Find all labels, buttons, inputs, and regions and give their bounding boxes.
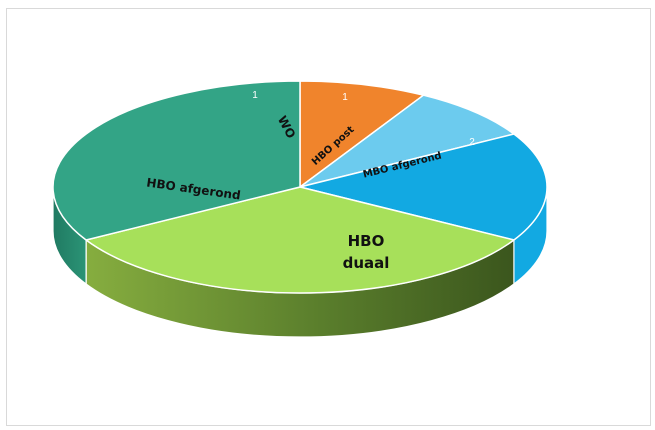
slice-value-hbo-afgerond: 4 bbox=[103, 317, 109, 328]
slice-value-hbo-post: 1 bbox=[342, 92, 348, 103]
pie-slice-mbo-afgerond bbox=[299, 133, 548, 241]
pie-slice-hbo-post bbox=[299, 94, 515, 188]
chart-frame: WO 1 HBO post 1 MBO afgerond 2 HBO duaal 4 HBO af… bbox=[6, 8, 651, 426]
pie-slice-hbo-afgerond bbox=[52, 80, 301, 241]
slice-label-hbo-duaal: HBO duaal bbox=[343, 232, 390, 272]
pie-slice-wo bbox=[299, 80, 425, 188]
pie-slice-hbo-duaal bbox=[85, 186, 515, 294]
slice-value-hbo-duaal: 4 bbox=[383, 371, 389, 382]
slice-value-mbo-afgerond: 2 bbox=[469, 137, 475, 148]
slice-value-wo: 1 bbox=[252, 90, 258, 101]
